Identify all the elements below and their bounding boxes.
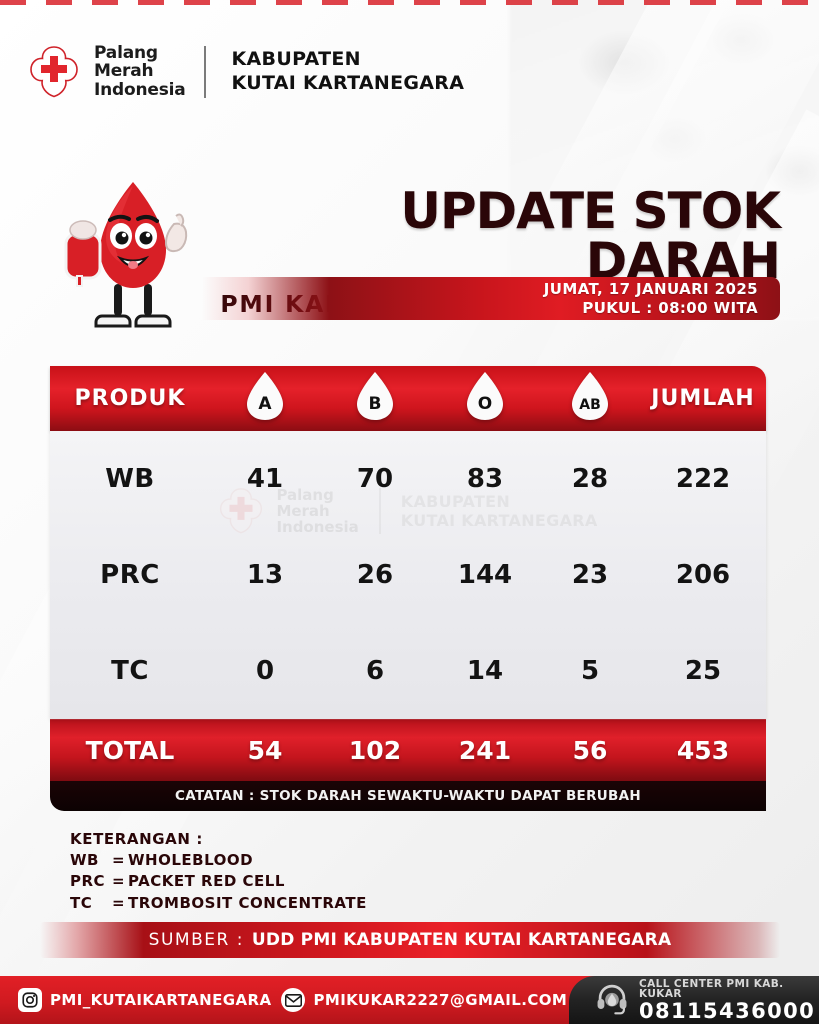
legend-value: WHOLEBLOOD (128, 851, 254, 869)
total-value-total: 453 (676, 735, 730, 765)
table-note-bar: CATATAN : STOK DARAH SEWAKTU-WAKTU DAPAT… (50, 781, 766, 811)
region-line-2: KUTAI KARTANEGARA (231, 71, 465, 94)
table-row: TC 0 6 14 5 25 (50, 623, 766, 719)
legend-equals: = (112, 893, 126, 912)
blood-drop-mascot-icon (58, 172, 208, 337)
legend-equals: = (112, 872, 126, 891)
org-line-3: Indonesia (94, 79, 186, 100)
legend-item: PRC = PACKET RED CELL (70, 871, 367, 892)
row-value-a: 0 (255, 656, 275, 686)
column-header-a: A (210, 370, 320, 427)
row-value-ab: 28 (571, 464, 609, 494)
row-value-total: 25 (684, 656, 722, 686)
pmi-red-cross-logo-icon (28, 45, 80, 99)
blood-drop-o-icon: O (463, 370, 507, 422)
legend-value: PACKET RED CELL (128, 872, 285, 891)
source-label: SUMBER : (148, 930, 244, 950)
row-value-ab: 5 (580, 656, 600, 686)
row-value-a: 41 (246, 464, 284, 494)
column-header-jumlah: JUMLAH (640, 386, 766, 411)
blood-group-b-label: B (368, 394, 382, 414)
date-time-badge: JUMAT, 17 JANUARI 2025 PUKUL : 08:00 WIT… (202, 277, 780, 320)
date-text: JUMAT, 17 JANUARI 2025 (543, 280, 758, 299)
table-note-text: CATATAN : STOK DARAH SEWAKTU-WAKTU DAPAT… (175, 788, 641, 804)
blood-group-o-label: O (477, 394, 493, 414)
column-header-o: O (430, 370, 540, 427)
legend-equals: = (112, 851, 126, 869)
table-total-row: TOTAL 54 102 241 56 453 (50, 719, 766, 781)
call-center-text: CALL CENTER PMI KAB. KUKAR 08115436000 (639, 977, 819, 1023)
total-label: TOTAL (85, 735, 175, 765)
legend-title: KETERANGAN : (70, 830, 203, 848)
row-value-ab: 23 (571, 560, 609, 590)
row-value-a: 13 (246, 560, 284, 590)
row-value-o: 144 (457, 560, 513, 590)
row-value-b: 6 (365, 656, 385, 686)
org-line-1: Palang (94, 43, 158, 63)
page-title: UPDATE STOK DARAH (400, 182, 781, 290)
time-text: PUKUL : 08:00 WITA (582, 298, 758, 317)
legend-item: WB = WHOLEBLOOD (70, 850, 367, 871)
row-value-o: 83 (466, 464, 504, 494)
column-header-ab: AB (540, 370, 640, 427)
row-value-b: 26 (356, 560, 394, 590)
row-product-label: TC (111, 656, 149, 686)
blood-drop-b-icon: B (353, 370, 397, 422)
legend-key: TC (70, 893, 93, 912)
pmi-wordmark: Palang Merah Indonesia (94, 44, 186, 99)
column-header-produk-label: PRODUK (74, 386, 186, 411)
blood-group-a-label: A (258, 394, 272, 414)
org-line-2: Merah (94, 61, 154, 82)
call-center-number: 08115436000 (639, 998, 816, 1023)
total-value-a: 54 (247, 735, 283, 765)
blood-drop-a-icon: A (243, 370, 287, 422)
call-center-block[interactable]: CALL CENTER PMI KAB. KUKAR 08115436000 (569, 976, 819, 1024)
source-value: UDD PMI KABUPATEN KUTAI KARTANEGARA (251, 930, 672, 950)
total-value-b: 102 (348, 735, 402, 765)
source-bar: SUMBER : UDD PMI KABUPATEN KUTAI KARTANE… (40, 922, 780, 958)
legend-key: PRC (70, 872, 106, 891)
email-address: PMIKUKAR2227@GMAIL.COM (313, 991, 568, 1009)
envelope-icon[interactable] (281, 988, 306, 1012)
row-value-o: 14 (466, 656, 504, 686)
stock-table: PRODUK A B (50, 366, 766, 811)
instagram-contact[interactable]: PMI_KUTAIKARTANEGARA (18, 988, 271, 1012)
email-contact[interactable]: PMIKUKAR2227@GMAIL.COM (281, 988, 567, 1012)
column-header-produk: PRODUK (50, 386, 210, 411)
row-product-label: WB (105, 464, 155, 494)
footer-contacts: PMI_KUTAIKARTANEGARA PMIKUKAR2227@GMAIL.… (0, 988, 569, 1012)
table-row: PRC 13 26 144 23 206 (50, 527, 766, 623)
table-body: Palang Merah Indonesia KABUPATEN KUTAI K… (50, 431, 766, 719)
instagram-icon[interactable] (18, 988, 42, 1012)
legend-block: KETERANGAN : WB = WHOLEBLOOD PRC = PACKE… (70, 830, 367, 914)
legend-value: TROMBOSIT CONCENTRATE (128, 893, 367, 912)
total-value-ab: 56 (572, 735, 608, 765)
blood-drop-ab-icon: AB (568, 370, 612, 422)
column-header-jumlah-label: JUMLAH (651, 386, 755, 411)
instagram-handle: PMI_KUTAIKARTANEGARA (50, 991, 272, 1009)
row-product-label: PRC (100, 560, 160, 590)
row-value-total: 206 (675, 560, 731, 590)
footer-bar: PMI_KUTAIKARTANEGARA PMIKUKAR2227@GMAIL.… (0, 976, 819, 1024)
table-row: WB 41 70 83 28 222 (50, 431, 766, 527)
row-value-b: 70 (356, 464, 394, 494)
header-divider (203, 45, 206, 98)
table-header-row: PRODUK A B (50, 366, 766, 431)
legend-key: WB (70, 851, 99, 869)
legend-item: TC = TROMBOSIT CONCENTRATE (70, 893, 367, 914)
top-dotted-strip (0, 0, 819, 5)
brand-header: Palang Merah Indonesia KABUPATEN KUTAI K… (28, 44, 464, 99)
call-center-label: CALL CENTER PMI KAB. KUKAR (639, 977, 784, 1000)
headset-icon (595, 981, 629, 1020)
blood-group-ab-label: AB (579, 397, 601, 413)
row-value-total: 222 (675, 464, 731, 494)
column-header-b: B (320, 370, 430, 427)
region-line-1: KABUPATEN (231, 48, 361, 71)
total-value-o: 241 (458, 735, 512, 765)
region-name: KABUPATEN KUTAI KARTANEGARA (232, 48, 465, 94)
